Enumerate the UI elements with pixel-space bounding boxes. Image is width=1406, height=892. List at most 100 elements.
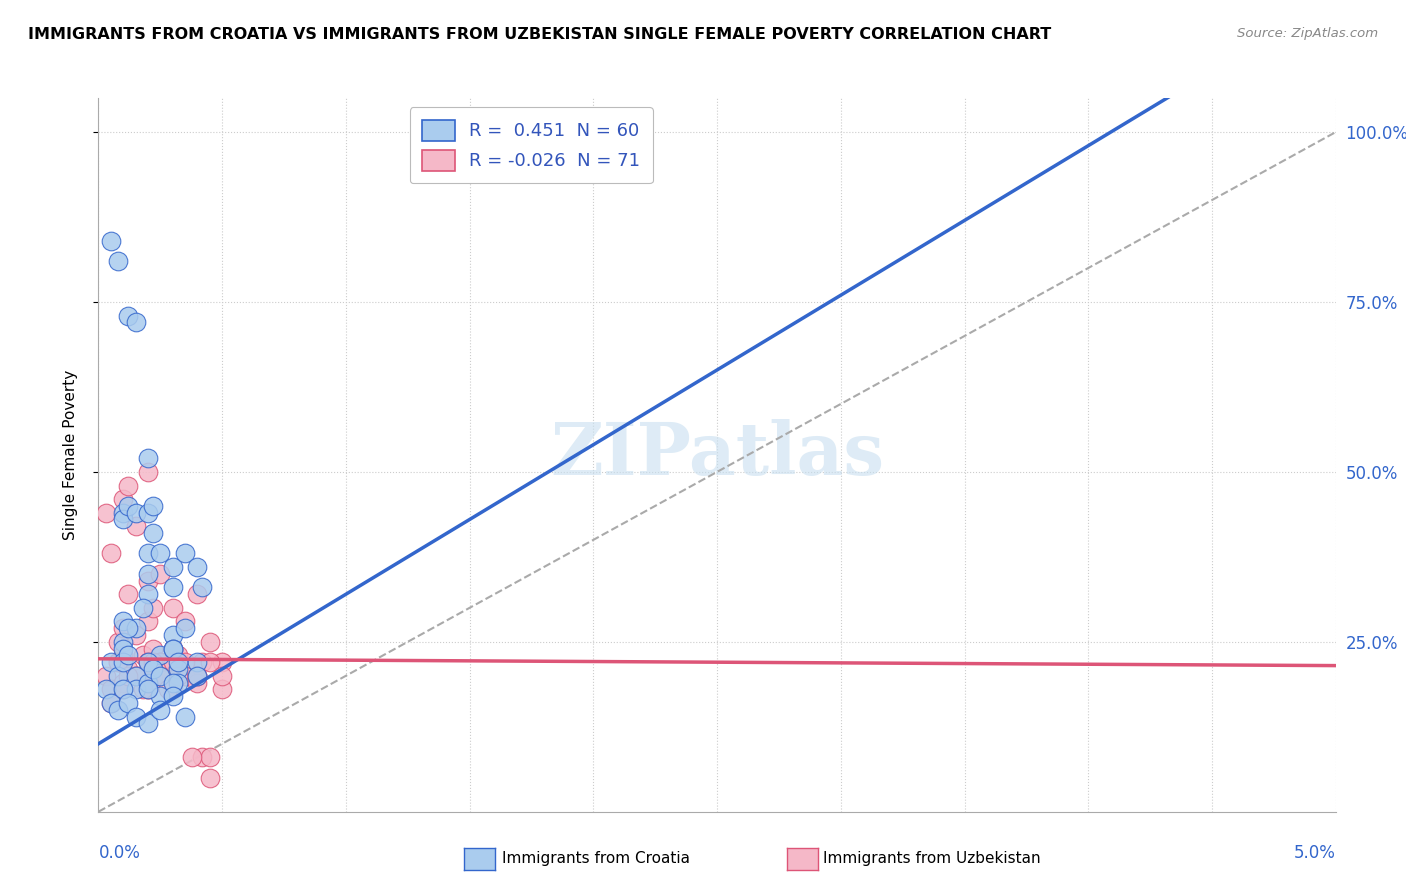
Point [174,709,197,723]
Point [112,675,135,690]
Point [132,682,155,697]
Point [191,581,214,595]
Point [124,669,146,683]
Legend: R =  0.451  N = 60, R = -0.026  N = 71: R = 0.451 N = 60, R = -0.026 N = 71 [411,107,652,183]
Point [117,662,139,676]
Point [124,682,146,697]
Point [149,669,172,683]
Text: Immigrants from Croatia: Immigrants from Croatia [502,852,690,866]
Point [124,669,146,683]
Point [162,669,184,683]
Point [186,560,208,574]
Point [136,465,159,479]
Text: Source: ZipAtlas.com: Source: ZipAtlas.com [1237,27,1378,40]
Point [112,615,135,629]
Point [124,628,146,642]
Point [124,709,146,723]
Point [107,669,129,683]
Point [166,675,188,690]
Point [124,621,146,635]
Point [186,675,208,690]
Point [166,669,188,683]
Point [162,628,184,642]
Point [149,566,172,581]
Point [162,682,184,697]
Point [191,655,214,669]
Point [112,492,135,507]
Point [186,655,208,669]
Point [186,587,208,601]
Point [186,669,208,683]
Point [142,669,165,683]
Point [136,675,159,690]
Point [136,546,159,560]
Point [149,655,172,669]
Point [162,581,184,595]
Point [211,682,233,697]
Point [136,655,159,669]
Point [198,655,221,669]
Point [117,648,139,663]
Text: 0.0%: 0.0% [98,844,141,862]
Point [107,655,129,669]
Point [100,696,122,710]
Text: Immigrants from Uzbekistan: Immigrants from Uzbekistan [823,852,1040,866]
Point [132,648,155,663]
Point [142,662,165,676]
Point [162,655,184,669]
Point [162,641,184,656]
Point [132,669,155,683]
Point [142,499,165,513]
Point [162,641,184,656]
Point [112,641,135,656]
Point [112,655,135,669]
Point [136,682,159,697]
Point [174,669,197,683]
Point [166,662,188,676]
Point [124,315,146,329]
Point [112,655,135,669]
Point [117,499,139,513]
Point [136,682,159,697]
Point [107,703,129,717]
Point [112,682,135,697]
Point [100,655,122,669]
Point [186,669,208,683]
Point [142,526,165,541]
Text: IMMIGRANTS FROM CROATIA VS IMMIGRANTS FROM UZBEKISTAN SINGLE FEMALE POVERTY CORR: IMMIGRANTS FROM CROATIA VS IMMIGRANTS FR… [28,27,1052,42]
Point [181,750,204,764]
Point [107,254,129,268]
Point [100,682,122,697]
Point [149,669,172,683]
Point [174,669,197,683]
Point [136,655,159,669]
Point [211,669,233,683]
Point [124,669,146,683]
Point [136,566,159,581]
Y-axis label: Single Female Poverty: Single Female Poverty [63,370,77,540]
Point [198,750,221,764]
Point [112,682,135,697]
Point [94,682,117,697]
Point [136,716,159,731]
Point [174,621,197,635]
Point [136,506,159,520]
Point [124,506,146,520]
Point [117,669,139,683]
Point [142,600,165,615]
Point [186,669,208,683]
Point [166,655,188,669]
Point [117,587,139,601]
Text: ZIPatlas: ZIPatlas [550,419,884,491]
Point [112,621,135,635]
Point [94,506,117,520]
Point [117,309,139,323]
Point [100,546,122,560]
Point [112,512,135,526]
Point [136,682,159,697]
Point [112,648,135,663]
Point [211,655,233,669]
Point [136,574,159,588]
Point [162,675,184,690]
Point [112,635,135,649]
